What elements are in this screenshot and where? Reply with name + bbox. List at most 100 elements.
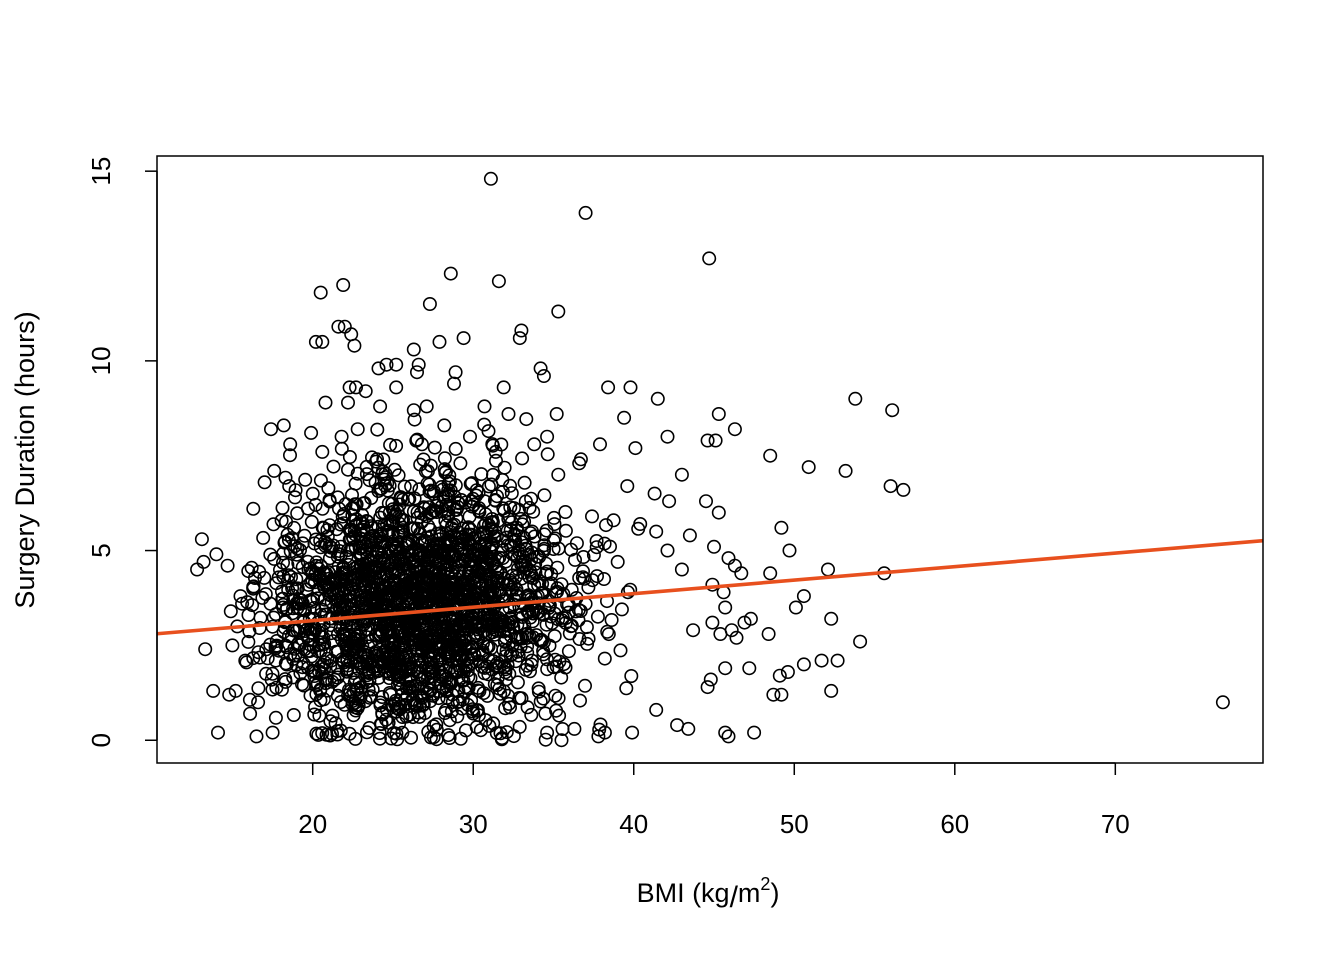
data-point (830, 653, 845, 668)
data-point (514, 607, 529, 622)
data-point (801, 460, 816, 475)
data-point (674, 467, 689, 482)
data-point (519, 412, 534, 427)
data-point (375, 705, 390, 720)
data-point (310, 591, 325, 606)
data-point (328, 644, 343, 659)
data-point (649, 702, 664, 717)
data-point (718, 600, 733, 615)
data-point (705, 577, 720, 592)
data-point (727, 558, 742, 573)
data-point (278, 534, 293, 549)
data-point (580, 636, 595, 651)
data-point (516, 558, 531, 573)
data-point (336, 655, 351, 670)
data-point (515, 451, 530, 466)
data-point (352, 676, 367, 691)
data-point (345, 580, 360, 595)
data-point (438, 513, 453, 528)
data-point (385, 587, 400, 602)
data-point (335, 509, 350, 524)
data-point (286, 520, 301, 535)
data-point (442, 713, 457, 728)
data-point (318, 535, 333, 550)
data-point (568, 604, 583, 619)
data-point (766, 687, 781, 702)
data-point (330, 549, 345, 564)
data-point (774, 520, 789, 535)
data-point (551, 304, 566, 319)
data-point (496, 380, 511, 395)
data-point (251, 681, 266, 696)
data-point (510, 644, 525, 659)
data-point (305, 486, 320, 501)
data-point (452, 694, 467, 709)
data-point (278, 656, 293, 671)
data-point (527, 529, 542, 544)
data-point (304, 564, 319, 579)
data-point (527, 437, 542, 452)
data-point (364, 689, 379, 704)
data-point (287, 641, 302, 656)
data-point (579, 620, 594, 635)
data-point (503, 523, 518, 538)
data-point (286, 651, 301, 666)
data-point (617, 410, 632, 425)
data-point (369, 534, 384, 549)
data-point (376, 452, 391, 467)
data-point (558, 504, 573, 519)
data-point (848, 391, 863, 406)
data-point (495, 484, 510, 499)
data-point (883, 479, 898, 494)
data-point (266, 517, 281, 532)
data-point (686, 623, 701, 638)
data-point (223, 604, 238, 619)
data-point (506, 577, 521, 592)
data-point (492, 681, 507, 696)
data-point (410, 584, 425, 599)
data-point (377, 472, 392, 487)
data-point (820, 562, 835, 577)
data-point (364, 604, 379, 619)
data-point (572, 456, 587, 471)
data-point (551, 691, 566, 706)
data-point (311, 582, 326, 597)
data-point (523, 526, 538, 541)
data-point (782, 543, 797, 558)
data-point (499, 725, 514, 740)
data-point (248, 570, 263, 585)
data-point (315, 334, 330, 349)
regression-line (156, 538, 1264, 636)
data-point (455, 692, 470, 707)
data-point (497, 460, 512, 475)
data-point (419, 629, 434, 644)
data-point (598, 518, 613, 533)
data-point (590, 609, 605, 624)
data-point (623, 582, 638, 597)
data-point (602, 539, 617, 554)
data-point (796, 657, 811, 672)
data-point (409, 365, 424, 380)
data-point (405, 522, 420, 537)
data-point (524, 568, 539, 583)
data-point (478, 536, 493, 551)
data-point (498, 649, 513, 664)
data-point (567, 721, 582, 736)
data-point (401, 660, 416, 675)
data-point (361, 534, 376, 549)
data-point (426, 484, 441, 499)
data-point (581, 580, 596, 595)
data-point (336, 560, 351, 575)
data-point (465, 499, 480, 514)
data-point (567, 552, 582, 567)
data-point (538, 732, 553, 747)
data-point (211, 725, 226, 740)
data-point (491, 274, 506, 289)
data-point (348, 703, 363, 718)
data-point (474, 467, 489, 482)
data-point (206, 683, 221, 698)
data-point (304, 425, 319, 440)
data-point (577, 678, 592, 693)
data-point (265, 725, 280, 740)
